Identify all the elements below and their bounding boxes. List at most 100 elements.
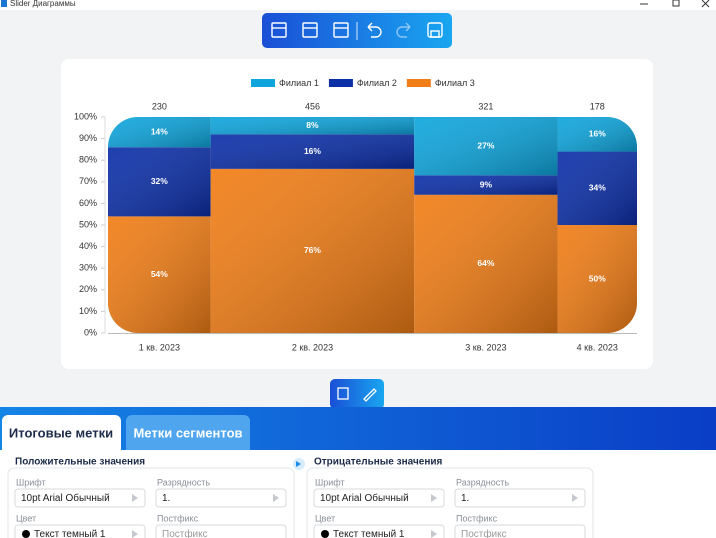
segment-label: 9% (480, 179, 493, 189)
segment-label: 27% (477, 140, 494, 150)
total-label: 178 (590, 101, 605, 111)
panel-title: Отрицательные значения (314, 457, 443, 468)
segment-shade (210, 168, 415, 333)
legend-label: Филиал 2 (357, 78, 397, 88)
field-arrow (431, 530, 437, 538)
tab-active[interactable] (2, 415, 121, 450)
x-tick-label: 3 кв. 2023 (465, 342, 506, 352)
field-label: Постфикс (456, 513, 498, 523)
segment-label: 34% (589, 183, 606, 193)
field-input[interactable] (155, 524, 287, 538)
y-tick-label: 0% (84, 327, 97, 337)
panel-title: Положительные значения (15, 457, 145, 468)
y-tick-label: 30% (79, 263, 97, 273)
field-value[interactable]: Постфикс (162, 528, 208, 538)
color-dot (321, 530, 329, 538)
y-tick-label: 20% (79, 284, 97, 294)
title-bar (0, 0, 716, 10)
tab-label[interactable]: Итоговые метки (9, 425, 113, 440)
field-label: Постфикс (157, 513, 199, 523)
legend-swatch (328, 79, 353, 87)
segment-shade (414, 194, 558, 333)
segment-label: 16% (304, 146, 321, 156)
y-tick-label: 80% (79, 155, 97, 165)
segment-label: 8% (306, 120, 319, 130)
panel-box (7, 467, 295, 538)
field-label: Шрифт (16, 477, 46, 487)
segment-label: 54% (151, 269, 168, 279)
field-input[interactable] (313, 488, 445, 508)
field-input[interactable] (155, 488, 287, 508)
field-arrow (431, 494, 437, 502)
window-title: Slider Диаграммы (10, 0, 76, 8)
x-tick-label: 2 кв. 2023 (292, 342, 333, 352)
segment-shade (414, 117, 558, 176)
segment-shade (210, 134, 415, 169)
y-tick-label: 40% (79, 241, 97, 251)
field-value[interactable]: 10pt Arial Обычный (21, 492, 110, 504)
field-value[interactable]: Постфикс (461, 528, 507, 538)
segment-label: 50% (589, 273, 606, 283)
field-arrow (273, 494, 279, 502)
chart: Филиал 1 Филиал 2 Филиал 3 0% 10% 20% 30% 40% 50… (74, 78, 637, 352)
panel-box (306, 467, 594, 538)
segment-shade (557, 225, 637, 333)
app-icon (1, 0, 7, 7)
tab-label[interactable]: Метки сегментов (133, 425, 242, 440)
mode-icons[interactable] (337, 387, 377, 402)
y-tick-label: 70% (79, 176, 97, 186)
field-value[interactable]: Текст темный 1 (34, 529, 106, 538)
field-arrow (132, 494, 138, 502)
segment-shade (557, 151, 637, 225)
y-tick-label: 60% (79, 198, 97, 208)
field-value[interactable]: 1. (461, 493, 469, 504)
tab[interactable] (126, 415, 250, 450)
segment-label: 14% (151, 126, 168, 136)
legend-label: Филиал 1 (279, 78, 319, 88)
total-label: 321 (478, 101, 493, 111)
color-dot (22, 530, 30, 538)
segment-label: 64% (477, 258, 494, 268)
link-arrow (296, 461, 301, 467)
field-label: Разрядность (157, 477, 210, 487)
field-value[interactable]: Текст темный 1 (333, 529, 405, 538)
field-value[interactable]: 1. (162, 493, 170, 504)
field-label: Шрифт (315, 477, 345, 487)
field-label: Цвет (315, 513, 335, 523)
field-arrow (132, 530, 138, 538)
y-tick-label: 90% (79, 133, 97, 143)
segment-shade (414, 175, 558, 195)
field-input[interactable] (454, 488, 586, 508)
field-label: Разрядность (456, 477, 509, 487)
y-tick-label: 100% (74, 111, 97, 121)
field-label: Цвет (16, 513, 36, 523)
segment-label: 16% (589, 129, 606, 139)
field-arrow (572, 494, 578, 502)
segment-shade (108, 117, 211, 148)
segment-shade (557, 117, 637, 152)
toolbar-icons[interactable] (271, 22, 443, 40)
segment-shade (108, 216, 211, 333)
legend-label: Филиал 3 (435, 78, 475, 88)
y-tick-label: 10% (79, 306, 97, 316)
field-value[interactable]: 10pt Arial Обычный (320, 492, 409, 504)
y-tick-label: 50% (79, 219, 97, 229)
segment-shade (210, 117, 415, 135)
legend-swatch (251, 79, 275, 87)
segment-label: 76% (304, 245, 321, 255)
field-input[interactable] (14, 488, 146, 508)
window-controls (640, 0, 710, 8)
mode-tab[interactable] (330, 379, 384, 409)
total-label: 230 (152, 101, 167, 111)
segment-label: 32% (151, 176, 168, 186)
x-tick-label: 1 кв. 2023 (139, 342, 180, 352)
total-label: 456 (305, 101, 320, 111)
field-input[interactable] (313, 524, 445, 538)
x-tick-label: 4 кв. 2023 (577, 342, 618, 352)
legend-swatch (406, 79, 431, 87)
field-input[interactable] (454, 524, 586, 538)
plot (108, 117, 637, 333)
field-input[interactable] (14, 524, 146, 538)
segment-shade (108, 147, 211, 217)
